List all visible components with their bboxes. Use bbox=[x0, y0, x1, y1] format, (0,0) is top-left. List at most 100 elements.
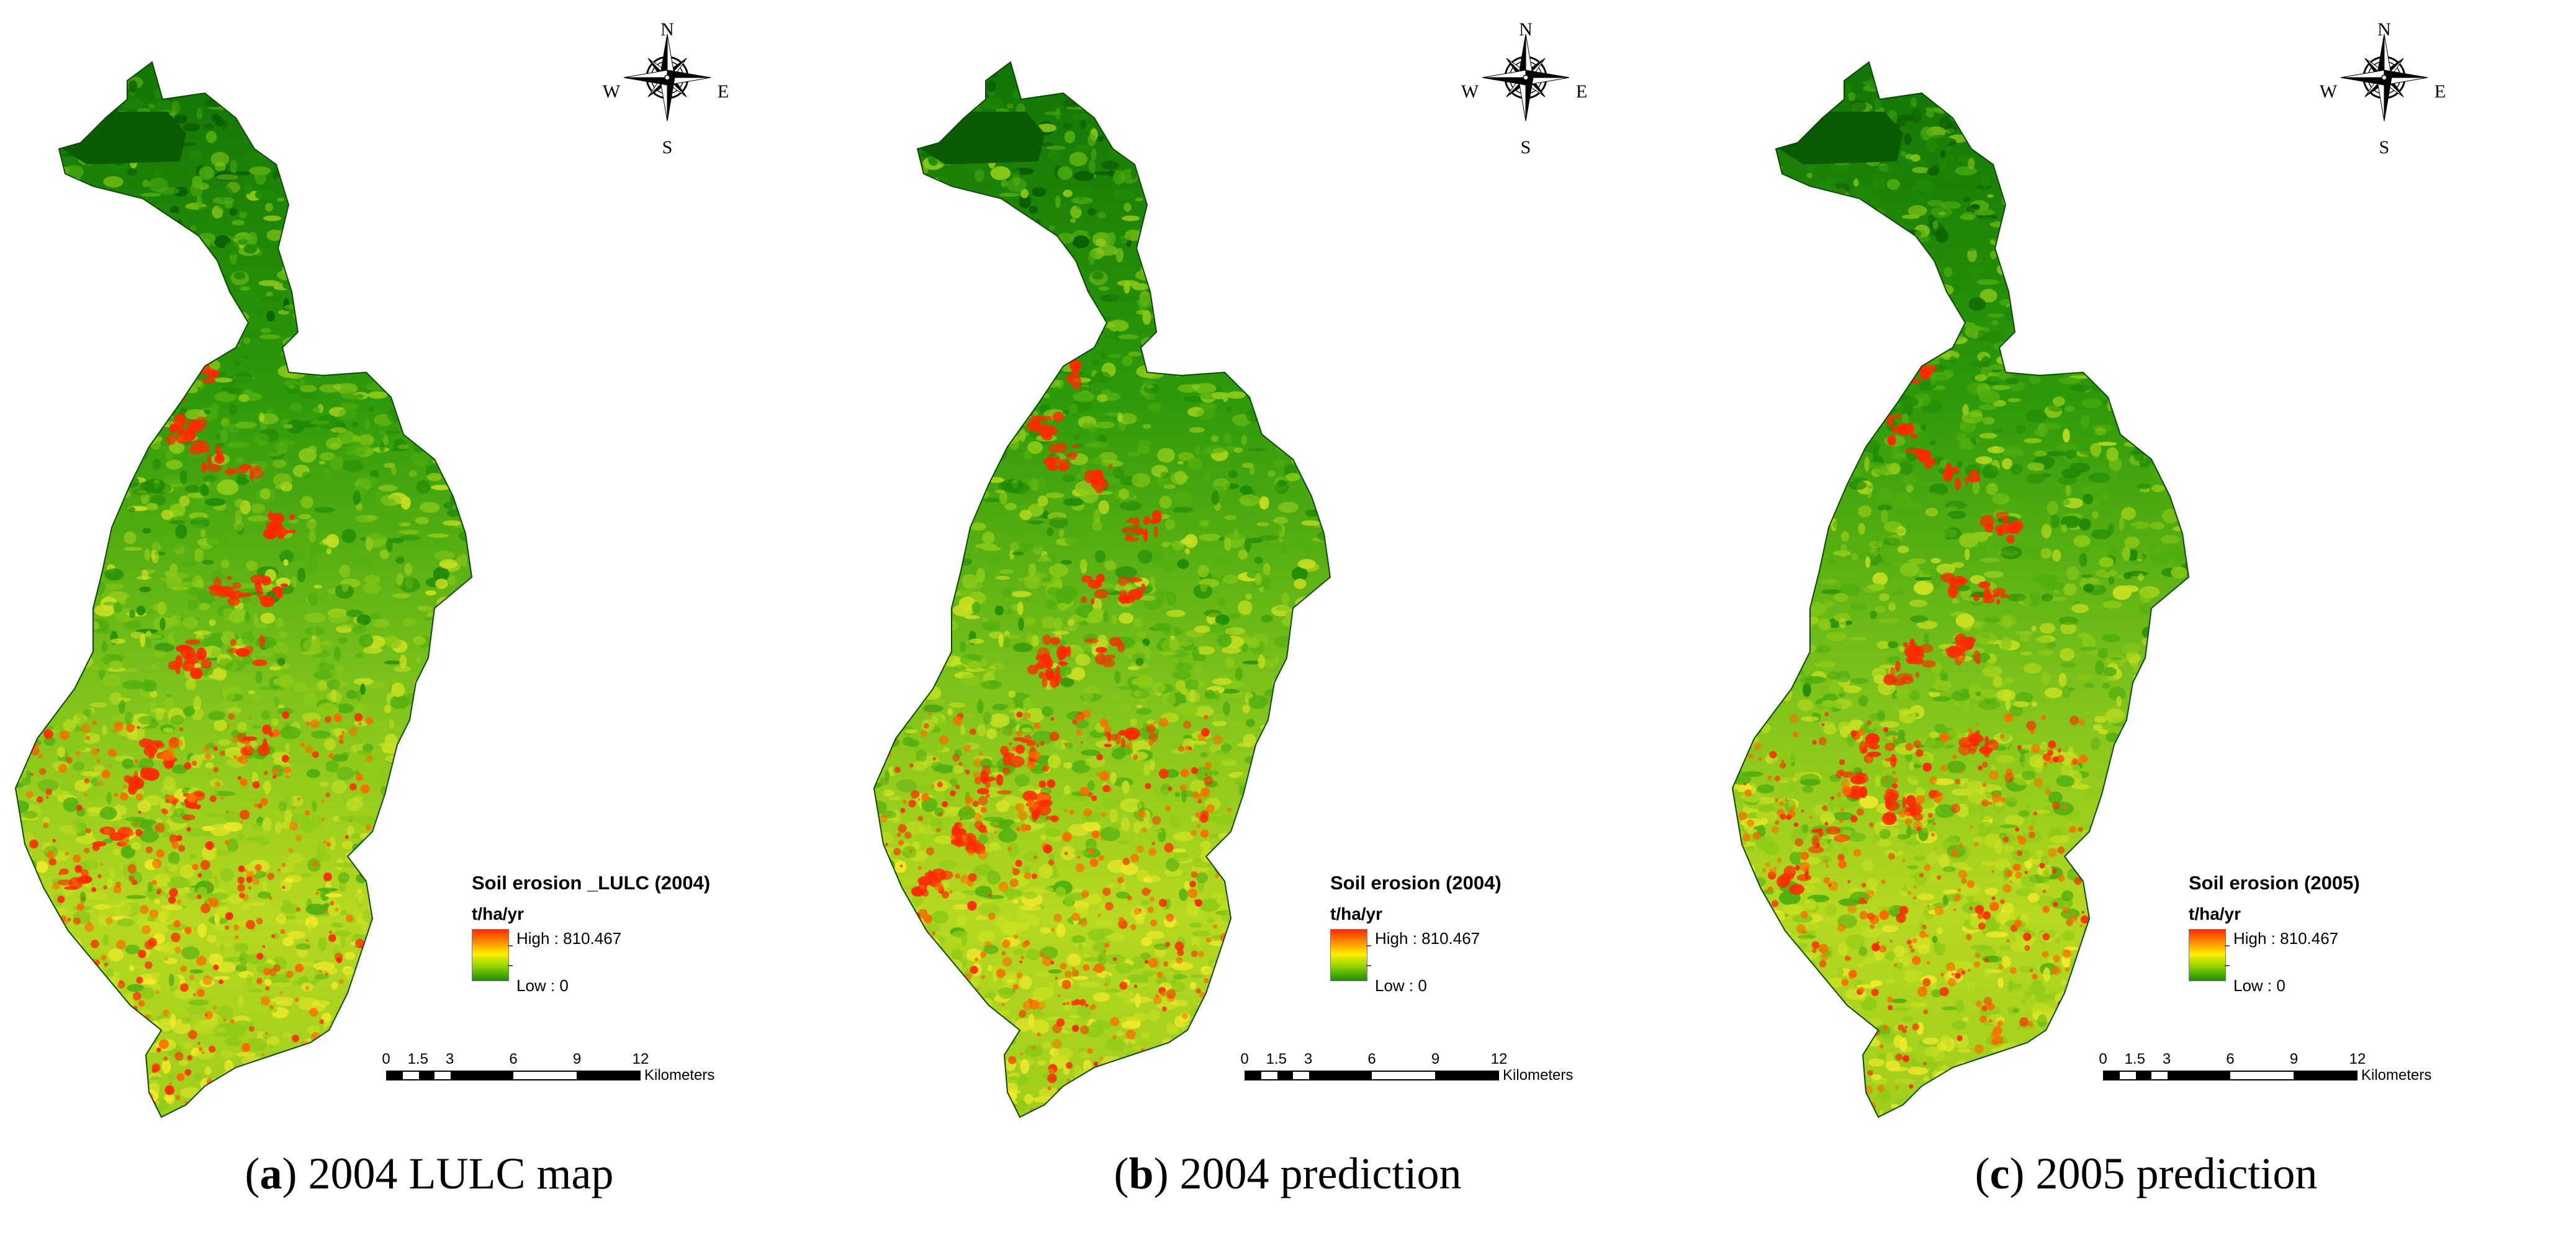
scale-bar-segment bbox=[2135, 1072, 2152, 1079]
legend-title: Soil erosion (2005) bbox=[2189, 872, 2360, 894]
scale-bar-segment bbox=[1372, 1072, 1435, 1079]
compass-west-label: W bbox=[602, 81, 621, 102]
scale-bar-graphic bbox=[1245, 1071, 1499, 1080]
caption-paren-close: ) bbox=[1153, 1149, 1169, 1198]
legend-tick bbox=[1366, 945, 1371, 946]
scale-unit-label: Kilometers bbox=[644, 1067, 715, 1084]
legend-title: Soil erosion (2004) bbox=[1330, 872, 1502, 894]
caption-letter: b bbox=[1128, 1149, 1154, 1198]
caption-paren-close: ) bbox=[282, 1149, 297, 1198]
compass-east-label: E bbox=[717, 81, 729, 102]
scale-bar-segment bbox=[2293, 1072, 2356, 1079]
scale-tick-label: 6 bbox=[1367, 1051, 1376, 1067]
scale-bar-segment bbox=[2151, 1072, 2168, 1079]
scale-bar-segment bbox=[1277, 1072, 1294, 1079]
scale-bar-segment bbox=[2120, 1072, 2136, 1079]
legend-unit: t/ha/yr bbox=[2189, 904, 2241, 923]
compass-north-label: N bbox=[2377, 19, 2391, 40]
scale-bar-segment bbox=[450, 1072, 513, 1079]
compass-north-label: N bbox=[660, 19, 674, 40]
compass-west-label: W bbox=[1461, 81, 1479, 102]
legend-tick bbox=[2225, 945, 2230, 946]
legend-low-label: Low : 0 bbox=[2233, 976, 2286, 995]
scale-bar-graphic bbox=[386, 1071, 641, 1080]
compass-east-label: E bbox=[2434, 81, 2446, 102]
legend-color-ramp bbox=[1330, 929, 1367, 981]
scale-bar-segment bbox=[1434, 1072, 1498, 1079]
scale-bar-segment bbox=[1308, 1072, 1372, 1079]
scale-tick-label: 3 bbox=[1304, 1051, 1313, 1067]
compass-rose-icon bbox=[1482, 34, 1570, 122]
scale-tick-label: 9 bbox=[572, 1051, 582, 1067]
legend-title: Soil erosion _LULC (2004) bbox=[472, 872, 711, 894]
scale-tick-label: 0 bbox=[2099, 1051, 2107, 1067]
scale-tick-label: 9 bbox=[2289, 1051, 2299, 1067]
scale-tick-label: 12 bbox=[2349, 1051, 2366, 1067]
erosion-map bbox=[873, 61, 1331, 1118]
caption-paren-open: ( bbox=[1975, 1149, 1990, 1198]
scale-bar-segment bbox=[2230, 1072, 2294, 1079]
compass-rose-icon bbox=[2340, 34, 2428, 122]
scale-unit-label: Kilometers bbox=[1503, 1067, 1574, 1084]
caption-text: 2004 LULC map bbox=[297, 1149, 614, 1198]
scale-tick-label: 6 bbox=[509, 1051, 518, 1067]
scale-tick-label: 1.5 bbox=[1266, 1051, 1287, 1067]
compass-east-label: E bbox=[1575, 81, 1588, 102]
legend-unit: t/ha/yr bbox=[1330, 904, 1383, 923]
scale-bar-segment bbox=[435, 1072, 451, 1079]
scale-bar-segment bbox=[403, 1072, 419, 1079]
scale-bar-segment bbox=[2167, 1072, 2230, 1079]
compass-west-label: W bbox=[2319, 81, 2338, 102]
panel-caption: (b) 2004 prediction bbox=[858, 1148, 1717, 1200]
scale-tick-label: 12 bbox=[632, 1051, 649, 1067]
scale-bar-segment bbox=[2104, 1072, 2120, 1079]
erosion-map bbox=[14, 61, 473, 1118]
legend-low-label: Low : 0 bbox=[1375, 976, 1427, 995]
scale-tick-label: 1.5 bbox=[2124, 1051, 2145, 1067]
legend-high-label: High : 810.467 bbox=[2233, 929, 2339, 948]
scale-bar-graphic bbox=[2103, 1071, 2358, 1080]
legend-color-ramp bbox=[2189, 929, 2226, 981]
caption-paren-open: ( bbox=[245, 1149, 260, 1198]
legend-tick bbox=[508, 945, 513, 946]
scale-bar-segment bbox=[576, 1072, 639, 1079]
scale-tick-label: 6 bbox=[2226, 1051, 2235, 1067]
legend-color-ramp bbox=[472, 929, 509, 981]
scale-tick-label: 1.5 bbox=[407, 1051, 428, 1067]
panel-caption: (c) 2005 prediction bbox=[1717, 1148, 2575, 1200]
legend-tick bbox=[1366, 965, 1371, 966]
legend-tick bbox=[2225, 965, 2230, 966]
map-panel: N S E W Soil erosion (2005) t/ha/yr High… bbox=[1717, 0, 2575, 1235]
scale-bar-segment bbox=[1293, 1072, 1309, 1079]
erosion-map bbox=[1731, 61, 2190, 1118]
compass-rose-icon bbox=[623, 34, 711, 122]
caption-text: 2005 prediction bbox=[2024, 1149, 2318, 1198]
scale-tick-label: 0 bbox=[1240, 1051, 1249, 1067]
legend-unit: t/ha/yr bbox=[472, 904, 525, 923]
scale-tick-label: 12 bbox=[1490, 1051, 1508, 1067]
map-panel: N S E W Soil erosion _LULC (2004) t/ha/y… bbox=[0, 0, 858, 1235]
panel-caption: (a) 2004 LULC map bbox=[0, 1148, 858, 1200]
caption-paren-open: ( bbox=[1114, 1149, 1129, 1198]
caption-text: 2004 prediction bbox=[1168, 1149, 1462, 1198]
scale-tick-label: 9 bbox=[1431, 1051, 1440, 1067]
scale-bar-segment bbox=[387, 1072, 403, 1079]
scale-tick-label: 3 bbox=[2162, 1051, 2171, 1067]
compass-south-label: S bbox=[1520, 137, 1531, 158]
scale-bar-segment bbox=[513, 1072, 577, 1079]
scale-unit-label: Kilometers bbox=[2361, 1067, 2432, 1084]
scale-tick-label: 0 bbox=[382, 1051, 390, 1067]
legend-high-label: High : 810.467 bbox=[1375, 929, 1480, 948]
compass-south-label: S bbox=[2379, 137, 2390, 158]
map-panel: N S E W Soil erosion (2004) t/ha/yr High… bbox=[858, 0, 1717, 1235]
scale-bar-segment bbox=[1261, 1072, 1277, 1079]
legend-high-label: High : 810.467 bbox=[516, 929, 622, 948]
scale-bar-segment bbox=[1246, 1072, 1262, 1079]
legend-low-label: Low : 0 bbox=[516, 976, 569, 995]
compass-south-label: S bbox=[662, 137, 673, 158]
caption-letter: c bbox=[1989, 1149, 2010, 1198]
caption-paren-close: ) bbox=[2009, 1149, 2025, 1198]
caption-letter: a bbox=[259, 1149, 282, 1198]
scale-tick-label: 3 bbox=[445, 1051, 454, 1067]
scale-bar-segment bbox=[418, 1072, 435, 1079]
